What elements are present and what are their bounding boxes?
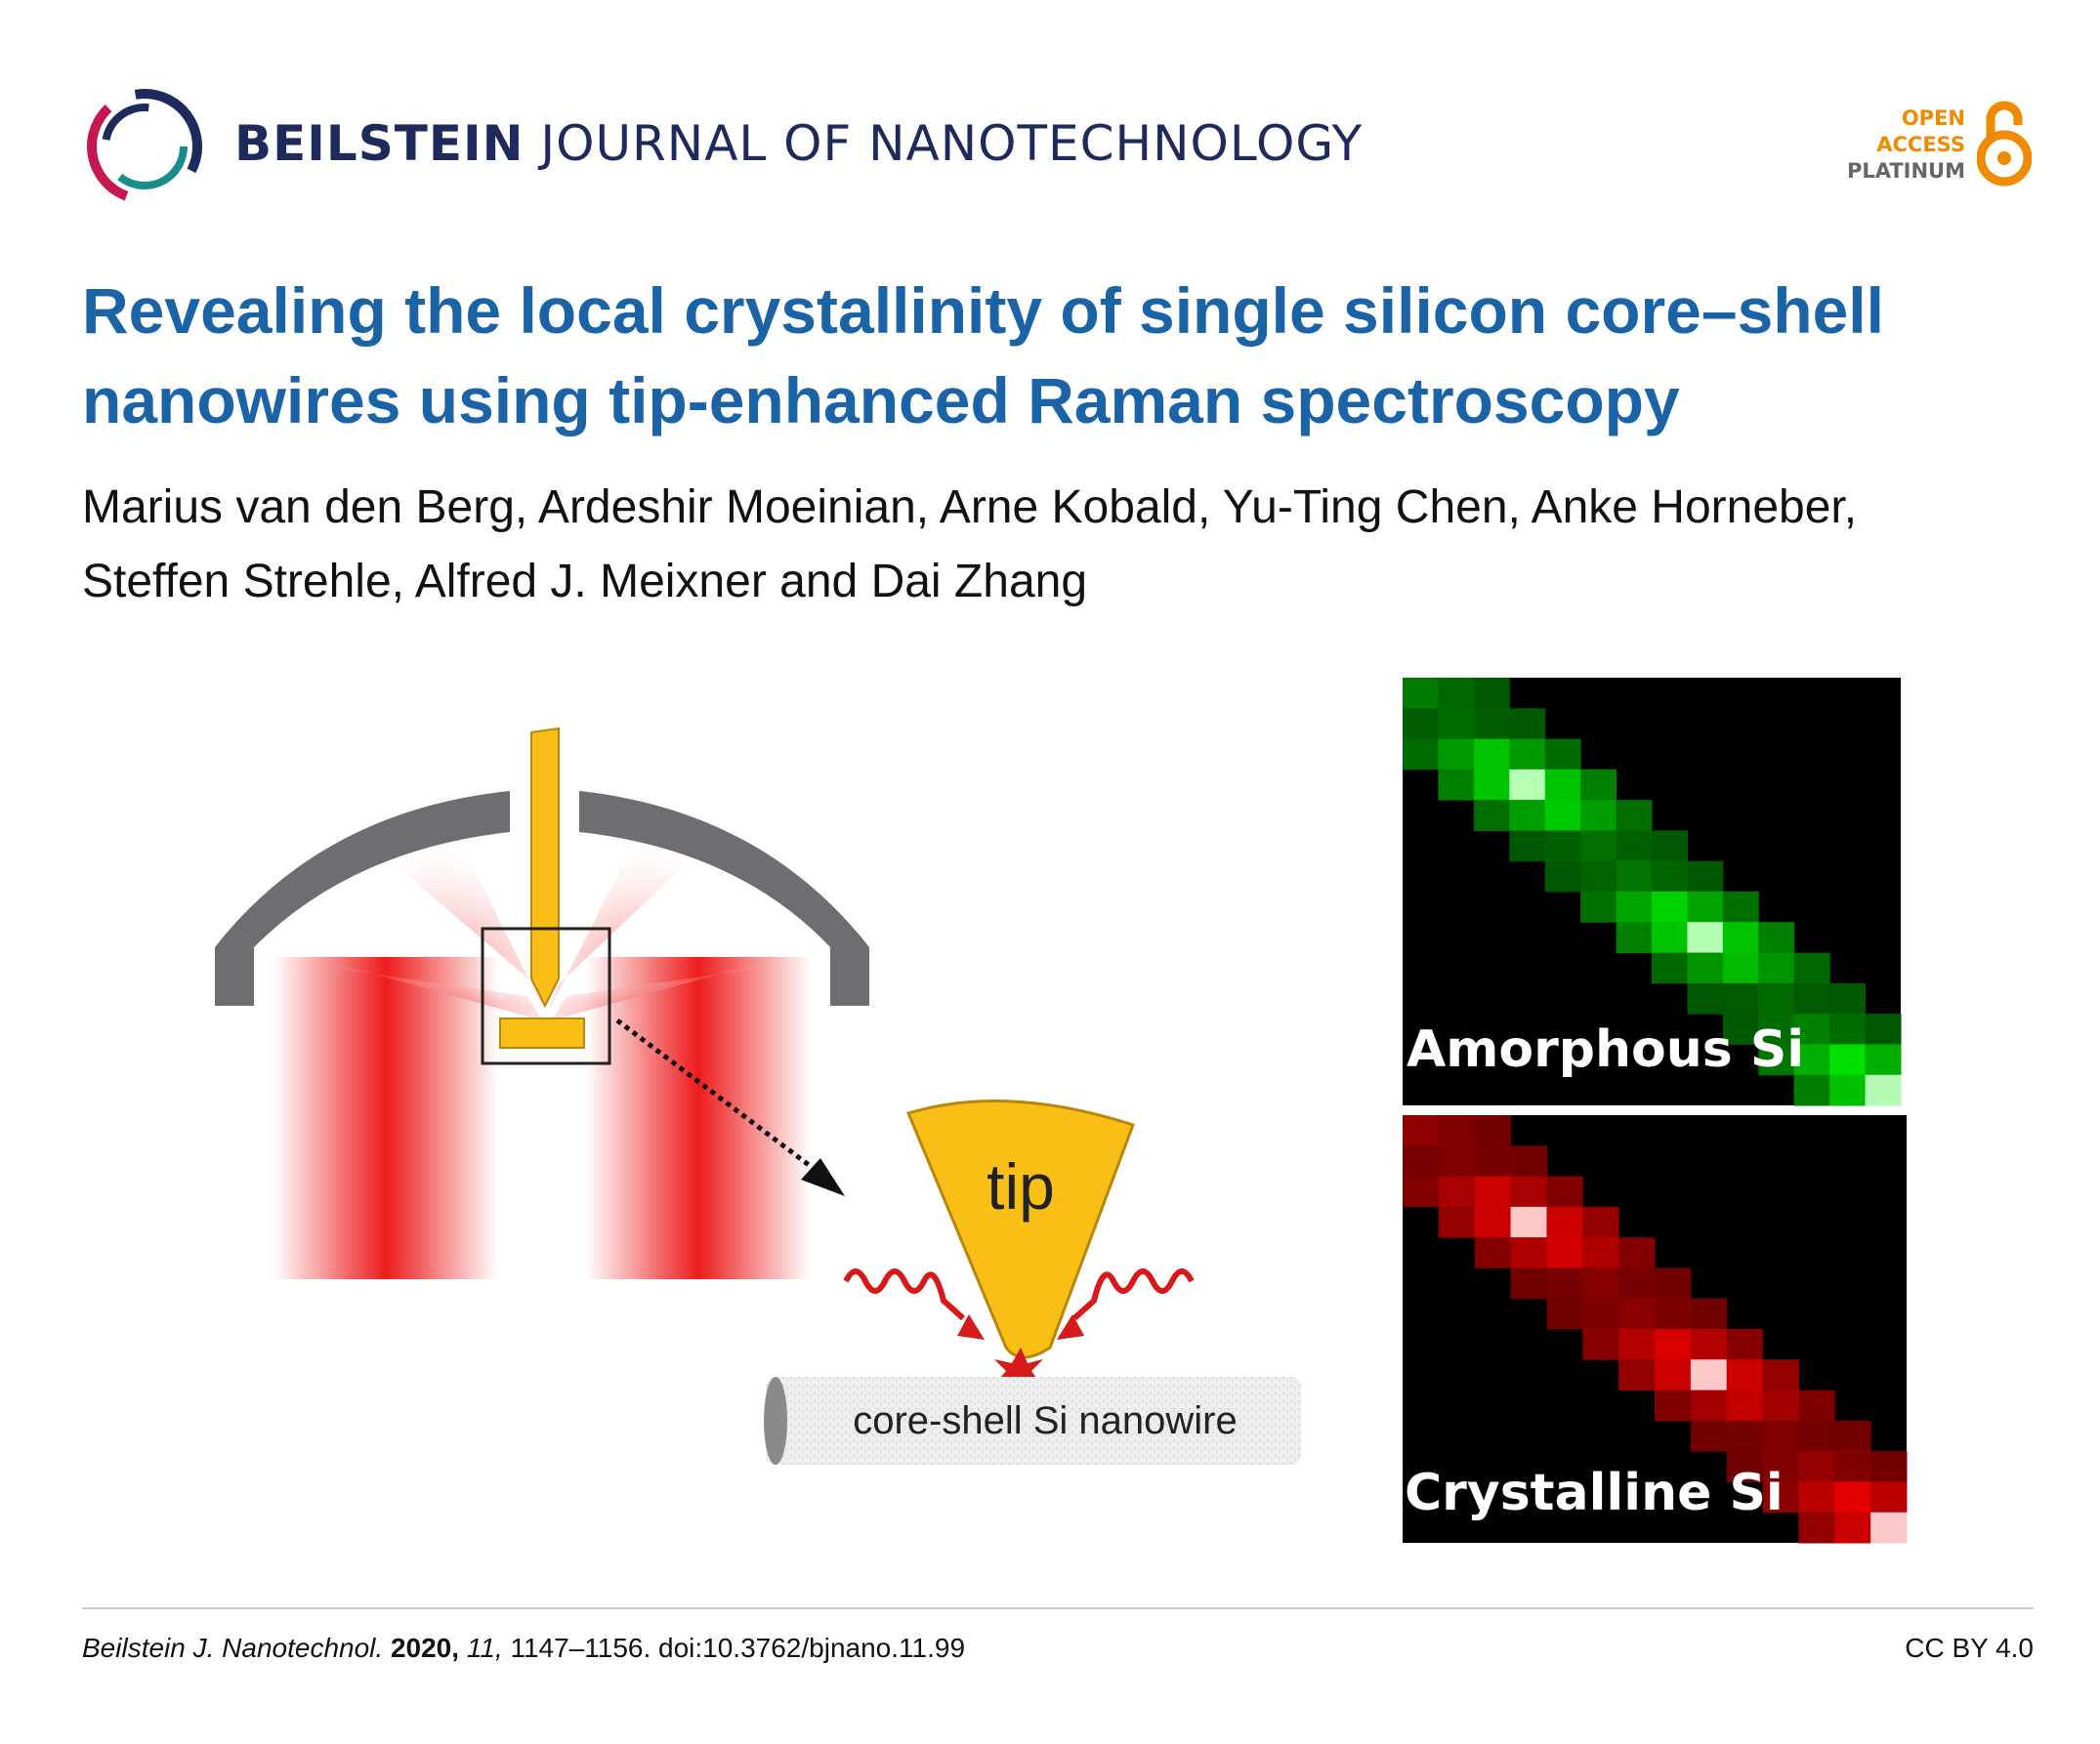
open-access-lock-icon [1977,101,2032,187]
citation-volume: 11, [466,1633,503,1663]
authors-line-1: Marius van den Berg, Ardeshir Moeinian, … [82,481,1858,533]
hot-spot-star [994,1348,1043,1392]
nanowire-shape [766,1377,1301,1465]
article-title: Revealing the local crystallinity of sin… [82,274,1884,436]
laser-beam-left [273,957,498,1279]
journal-name: BEILSTEIN JOURNAL OF NANOTECHNOLOGY [234,115,1364,172]
citation-year: 2020, [390,1633,460,1663]
nanowire-label: core-shell Si nanowire [853,1399,1238,1442]
oa-line-access: ACCESS [1876,133,1965,156]
map-crystalline-label: Crystalline Si [1405,1464,1784,1522]
tip-label: tip [987,1150,1055,1223]
article-authors: Marius van den Berg, Ardeshir Moeinian, … [82,471,1996,619]
oa-line-platinum: PLATINUM [1846,159,1965,183]
journal-logo-icon [87,89,202,204]
graphical-abstract: tip core-shell Si nanowire Amorphous Si … [215,678,1908,1544]
tip-shape [905,1100,1135,1359]
laser-beam-right [586,957,811,1279]
citation-journal: Beilstein J. Nanotechnol. [82,1633,384,1663]
incident-light-left [843,1268,966,1321]
map-amorphous-label: Amorphous Si [1407,1020,1804,1079]
oa-line-open: OPEN [1901,106,1965,130]
raman-map-crystalline [1403,1115,1908,1544]
open-access-badge: OPEN ACCESS PLATINUM [1847,105,1965,185]
citation-doi: 1147–1156. doi:10.3762/bjnano.11.99 [510,1633,966,1663]
citation: Beilstein J. Nanotechnol. 2020, 11, 1147… [82,1633,965,1664]
incident-light-right [1071,1268,1195,1321]
license: CC BY 4.0 [1905,1633,2034,1663]
parabolic-mirror [215,791,510,1006]
authors-line-2: Steffen Strehle, Alfred J. Meixner and D… [82,556,1088,607]
afm-tip-cantilever [530,727,560,1009]
zoom-box [481,927,611,1065]
footer-divider [82,1607,2034,1609]
raman-map-amorphous [1403,678,1902,1106]
sample-stage [499,1017,585,1049]
zoom-arrow [615,1018,822,1176]
